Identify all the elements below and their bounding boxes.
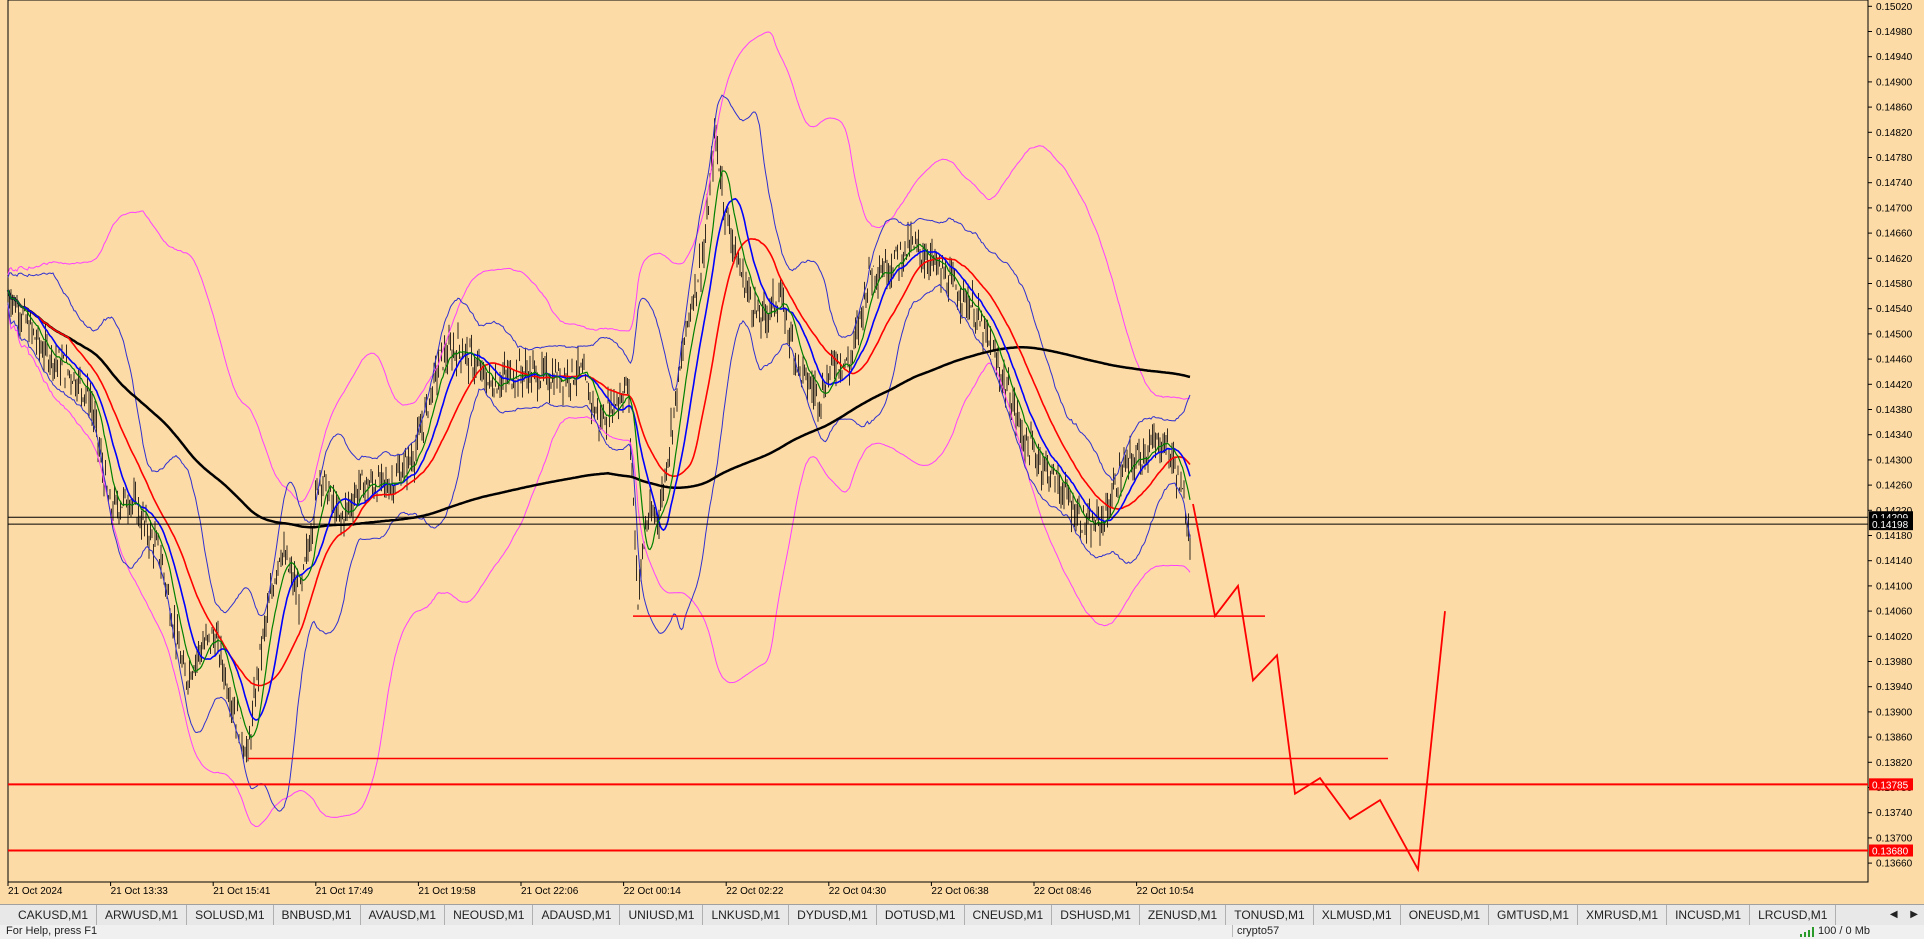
horizontal-level-label-box: [1869, 844, 1913, 857]
price-axis-label: 0.14260: [1876, 481, 1913, 492]
time-axis-label: 22 Oct 08:46: [1034, 886, 1092, 897]
price-axis-label: 0.14460: [1876, 355, 1913, 366]
symbol-tab[interactable]: ONEUSD,M1: [1401, 905, 1490, 925]
price-axis-label: 0.14420: [1876, 380, 1913, 391]
price-axis-label: 0.14780: [1876, 153, 1913, 164]
price-axis-label: 0.13900: [1876, 707, 1913, 718]
plot-frame: [7, 0, 1869, 883]
price-axis-label: 0.13980: [1876, 657, 1913, 668]
price-axis-label: 0.14820: [1876, 128, 1913, 139]
tab-scroll-right-icon[interactable]: ▶: [1910, 909, 1918, 920]
price-axis-label: 0.14940: [1876, 52, 1913, 63]
price-axis-label: 0.14500: [1876, 329, 1913, 340]
price-axis-label: 0.13940: [1876, 682, 1913, 693]
price-axis-label: 0.14900: [1876, 77, 1913, 88]
price-axis-label: 0.14660: [1876, 229, 1913, 240]
current-price-label-box: [1869, 518, 1913, 531]
price-axis-label: 0.14100: [1876, 581, 1913, 592]
symbol-tab[interactable]: LRCUSD,M1: [1750, 905, 1837, 925]
time-axis-label: 22 Oct 10:54: [1137, 886, 1195, 897]
price-axis-label: 0.15020: [1876, 2, 1913, 13]
symbol-tab[interactable]: DYDUSD,M1: [789, 905, 877, 925]
symbol-tab-bar: CAKUSD,M1 ARWUSD,M1 SOLUSD,M1 BNBUSD,M1 AVAU…: [0, 904, 1924, 925]
price-axis-label: 0.14580: [1876, 279, 1913, 290]
price-axis-label: 0.14060: [1876, 607, 1913, 618]
price-axis-label: 0.14740: [1876, 178, 1913, 189]
symbol-tab[interactable]: ZENUSD,M1: [1140, 905, 1227, 925]
current-price-label: 0.14198: [1872, 520, 1909, 531]
time-axis-label: 21 Oct 22:06: [521, 886, 579, 897]
price-axis-label: 0.14980: [1876, 27, 1913, 38]
projection-zigzag: [1192, 503, 1446, 873]
time-axis-label: 21 Oct 19:58: [418, 886, 476, 897]
price-axis-label: 0.13700: [1876, 833, 1913, 844]
symbol-tab[interactable]: SOLUSD,M1: [187, 905, 274, 925]
price-axis-label: 0.14180: [1876, 531, 1913, 542]
price-axis-label: 0.14140: [1876, 556, 1913, 567]
time-axis-label: 22 Oct 06:38: [931, 886, 989, 897]
symbol-tab[interactable]: BNBUSD,M1: [274, 905, 361, 925]
price-axis-label: 0.13860: [1876, 733, 1913, 744]
symbol-tab[interactable]: INCUSD,M1: [1667, 905, 1751, 925]
time-axis-label: 21 Oct 15:41: [213, 886, 271, 897]
bollinger-inner-upper: [7, 94, 1191, 617]
price-axis-label: 0.14020: [1876, 632, 1913, 643]
symbol-tab[interactable]: ADAUSD,M1: [533, 905, 621, 925]
price-axis-label: 0.13740: [1876, 808, 1913, 819]
price-axis-label: 0.14700: [1876, 203, 1913, 214]
price-axis-label: 0.14300: [1876, 455, 1913, 466]
time-axis-label: 22 Oct 04:30: [829, 886, 887, 897]
moving-average-red: [7, 238, 1191, 687]
status-help-text: For Help, press F1: [6, 925, 98, 937]
connection-signal-icon: [1800, 927, 1814, 937]
price-axis-label: 0.14540: [1876, 304, 1913, 315]
price-axis-label: 0.14860: [1876, 103, 1913, 114]
symbol-tab[interactable]: UNIUSD,M1: [620, 905, 704, 925]
symbol-tab[interactable]: GMTUSD,M1: [1489, 905, 1579, 925]
symbol-tab[interactable]: DSHUSD,M1: [1052, 905, 1140, 925]
time-axis-label: 22 Oct 02:22: [726, 886, 784, 897]
moving-average-green: [7, 170, 1191, 739]
price-axis-label: 0.14340: [1876, 430, 1913, 441]
tab-scroll-arrows: ◀ ▶: [1880, 905, 1918, 925]
moving-average-long: [6, 289, 1191, 529]
price-axis-label: 0.14380: [1876, 405, 1913, 416]
symbol-tab[interactable]: ARWUSD,M1: [97, 905, 188, 925]
price-chart[interactable]: 0.15020 0.14980 0.14940 0.14900 0.14860 0.148…: [0, 0, 1924, 904]
chart-background: [0, 0, 1924, 904]
symbol-tab[interactable]: AVAUSD,M1: [361, 905, 446, 925]
time-axis-label: 22 Oct 00:14: [624, 886, 682, 897]
time-axis-label: 21 Oct 17:49: [316, 886, 374, 897]
symbol-tab[interactable]: LNKUSD,M1: [703, 905, 790, 925]
symbol-tab[interactable]: XMRUSD,M1: [1578, 905, 1668, 925]
symbol-tab[interactable]: DOTUSD,M1: [877, 905, 965, 925]
time-axis-label: 21 Oct 2024: [8, 886, 63, 897]
time-axis-label: 21 Oct 13:33: [111, 886, 169, 897]
status-traffic: 100 / 0 Mb: [1818, 925, 1870, 937]
bollinger-outer-upper: [7, 31, 1191, 503]
bollinger-inner-lower: [7, 283, 1191, 812]
price-axis-label: 0.14620: [1876, 254, 1913, 265]
symbol-tab[interactable]: CAKUSD,M1: [0, 905, 98, 925]
horizontal-level-label: 0.13785: [1872, 780, 1909, 791]
price-axis-label: 0.13660: [1876, 859, 1913, 870]
status-profile-name: crypto57: [1232, 925, 1279, 937]
symbol-tab[interactable]: NEOUSD,M1: [445, 905, 534, 925]
symbol-tab[interactable]: TONUSD,M1: [1226, 905, 1314, 925]
horizontal-level-label: 0.13680: [1872, 847, 1909, 858]
price-axis-label: 0.13820: [1876, 758, 1913, 769]
current-price-label-box: [1869, 511, 1913, 524]
symbol-tab[interactable]: CNEUSD,M1: [965, 905, 1053, 925]
horizontal-level-label-box: [1869, 778, 1913, 791]
tab-scroll-left-icon[interactable]: ◀: [1889, 909, 1898, 920]
status-bar: For Help, press F1 crypto57 100 / 0 Mb: [0, 925, 1924, 939]
symbol-tab[interactable]: XLMUSD,M1: [1314, 905, 1401, 925]
chart-window[interactable]: 0.15020 0.14980 0.14940 0.14900 0.14860 0.148…: [0, 0, 1924, 904]
